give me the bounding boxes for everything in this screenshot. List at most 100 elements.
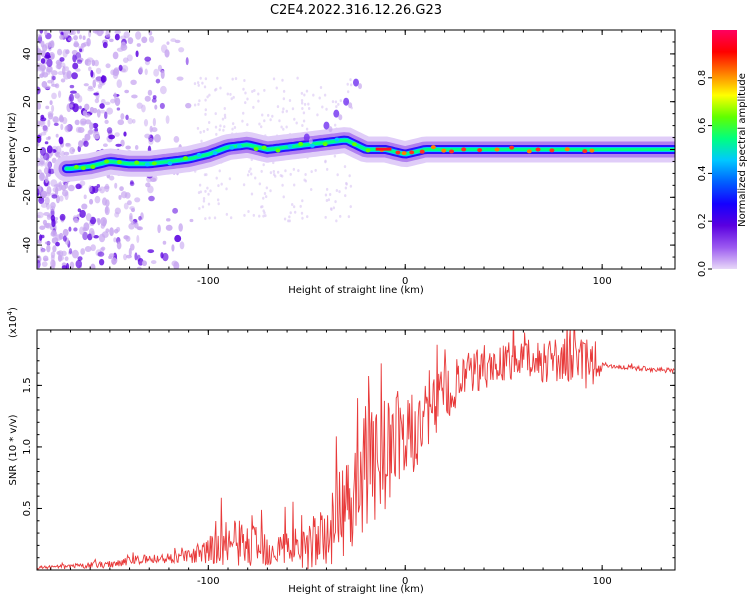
noise-blob (69, 93, 74, 103)
noise-blob (149, 125, 153, 133)
noise-blob (244, 101, 247, 105)
noise-blob (71, 72, 78, 80)
noise-blob (95, 76, 102, 83)
noise-blob (335, 189, 339, 193)
noise-blob (249, 167, 252, 171)
noise-blob (271, 114, 274, 118)
noise-blob (49, 205, 56, 212)
noise-blob (38, 62, 43, 72)
noise-blob (185, 102, 192, 109)
noise-blob (38, 172, 46, 182)
noise-blob (131, 207, 135, 213)
noise-blob (159, 102, 165, 109)
noise-blob (157, 64, 163, 72)
noise-blob (257, 99, 260, 103)
noise-blob (261, 113, 264, 117)
noise-blob (204, 189, 207, 193)
noise-blob (207, 121, 211, 125)
noise-blob (84, 103, 90, 111)
noise-blob (215, 176, 218, 180)
svg-text:(x104): (x104) (6, 307, 19, 338)
noise-blob (201, 205, 205, 209)
noise-blob (325, 187, 329, 191)
top-axis-ticks: -100 0 100 -40 -20 0 20 40 (22, 30, 675, 287)
noise-blob (349, 205, 352, 209)
noise-blob (151, 98, 157, 103)
noise-blob (170, 38, 177, 43)
noise-blob (292, 167, 296, 171)
noise-blob (174, 234, 182, 243)
noise-blob (120, 113, 125, 120)
noise-blob (324, 159, 327, 163)
noise-blob (272, 170, 276, 174)
noise-blob (40, 40, 45, 48)
noise-blob (323, 93, 327, 97)
noise-blob (216, 198, 220, 202)
ridge-hotspot (253, 147, 259, 152)
noise-blob (83, 194, 87, 200)
noise-blob (153, 134, 161, 143)
noise-blob (84, 113, 91, 118)
noise-blob (304, 173, 307, 177)
noise-blob (225, 212, 229, 216)
noise-blob (82, 227, 88, 232)
ridge-hotspot (334, 137, 340, 142)
noise-blob (243, 213, 246, 217)
ridge-hotspot (461, 147, 467, 152)
noise-blob (344, 194, 347, 198)
noise-blob (94, 127, 99, 133)
noise-blob (134, 197, 141, 203)
harmonic-point (308, 138, 313, 145)
heatmap-layer (37, 30, 675, 269)
noise-blob (301, 199, 304, 203)
ridge-hotspot (526, 149, 532, 154)
noise-blob (50, 70, 58, 76)
noise-blob (141, 36, 148, 44)
noise-blob (258, 122, 261, 126)
noise-blob (108, 255, 113, 260)
y-tick-label: 1.5 (22, 377, 33, 393)
noise-blob (130, 180, 134, 185)
noise-blob (293, 210, 297, 214)
noise-blob (265, 186, 269, 190)
noise-blob (114, 33, 120, 41)
ridge-hotspot (104, 159, 110, 164)
noise-blob (290, 203, 294, 207)
ridge-hotspot (229, 145, 235, 150)
noise-blob (266, 113, 270, 117)
noise-blob (197, 191, 201, 195)
noise-blob (43, 85, 51, 90)
noise-blob (37, 120, 45, 126)
noise-blob (282, 195, 285, 199)
noise-blob (138, 215, 142, 221)
noise-blob (49, 53, 55, 60)
noise-blob (54, 217, 59, 221)
noise-blob (343, 165, 347, 169)
noise-blob (52, 116, 60, 124)
noise-blob (173, 135, 180, 143)
noise-blob (152, 117, 156, 127)
noise-blob (126, 254, 132, 259)
noise-blob (303, 178, 306, 182)
noise-blob (90, 263, 96, 269)
noise-blob (37, 134, 42, 144)
noise-blob (301, 124, 304, 128)
ridge-hotspot (212, 150, 218, 155)
noise-blob (219, 124, 222, 128)
noise-blob (77, 208, 82, 213)
noise-blob (134, 145, 139, 150)
noise-blob (136, 102, 143, 109)
noise-blob (62, 117, 68, 125)
noise-blob (93, 234, 99, 239)
noise-blob (79, 180, 86, 186)
noise-blob (263, 192, 267, 196)
noise-blob (197, 102, 200, 106)
noise-blob (189, 218, 194, 223)
noise-blob (253, 88, 256, 92)
noise-blob (51, 104, 55, 113)
noise-blob (215, 132, 218, 136)
noise-blob (114, 182, 118, 189)
noise-blob (62, 71, 70, 80)
noise-blob (208, 93, 211, 97)
noise-blob (336, 173, 339, 177)
